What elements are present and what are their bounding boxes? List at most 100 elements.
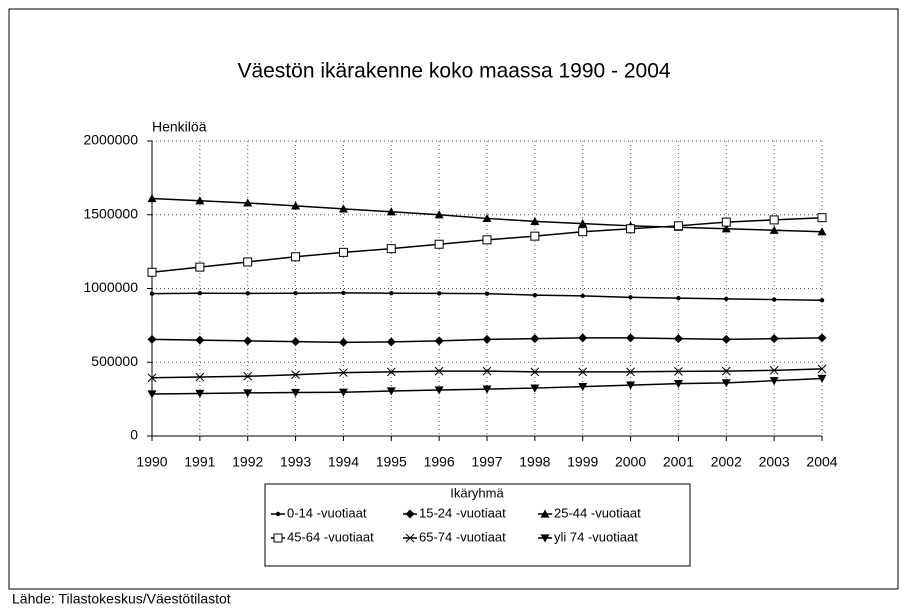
marker <box>195 389 205 399</box>
x-tick-label: 2003 <box>759 454 790 470</box>
y-tick-label: 1000000 <box>83 279 138 295</box>
marker <box>676 295 681 301</box>
marker <box>628 295 633 300</box>
marker <box>819 298 825 303</box>
marker <box>721 224 731 233</box>
legend-label: 65-74 -vuotiaat <box>419 529 506 544</box>
marker <box>673 334 683 344</box>
marker <box>482 334 492 344</box>
x-tick-label: 1994 <box>328 454 359 470</box>
marker <box>405 509 415 519</box>
marker <box>721 379 731 388</box>
legend-label: 0-14 -vuotiaat <box>287 505 367 520</box>
marker <box>482 385 492 394</box>
marker <box>147 267 157 277</box>
marker <box>578 382 588 392</box>
marker <box>147 334 157 344</box>
marker <box>243 257 253 267</box>
marker <box>434 366 444 376</box>
x-tick-label: 2000 <box>615 454 646 470</box>
marker <box>626 333 636 343</box>
marker <box>147 390 157 399</box>
marker <box>580 293 585 299</box>
marker <box>149 291 155 296</box>
marker <box>578 227 588 237</box>
marker <box>291 252 301 262</box>
marker <box>434 210 444 219</box>
marker <box>338 388 348 397</box>
marker <box>530 334 540 344</box>
marker <box>243 336 253 346</box>
marker <box>197 291 203 296</box>
legend-title: Ikäryhmä <box>450 485 504 500</box>
x-tick-label: 1996 <box>424 454 455 470</box>
x-tick-label: 2001 <box>663 454 694 470</box>
marker <box>626 224 636 234</box>
chart-title: Väestön ikärakenne koko maassa 1990 - 20… <box>237 60 670 83</box>
marker <box>243 371 253 381</box>
legend-box <box>264 483 691 567</box>
marker <box>245 291 250 296</box>
marker <box>195 335 205 345</box>
marker <box>195 372 205 382</box>
marker <box>578 219 588 228</box>
marker <box>817 213 827 223</box>
legend-label: 15-24 -vuotiaat <box>419 505 506 520</box>
source: Lähde: Tilastokeskus/Väestötilastot <box>12 591 231 607</box>
marker <box>386 244 396 254</box>
marker <box>386 207 396 216</box>
legend-label: 25-44 -vuotiaat <box>554 505 641 520</box>
marker <box>530 367 540 377</box>
x-tick-label: 2004 <box>806 454 837 470</box>
marker <box>386 387 396 396</box>
marker <box>434 336 444 346</box>
chart-border <box>8 8 899 590</box>
marker <box>293 291 298 296</box>
marker <box>338 247 348 257</box>
marker <box>436 291 442 296</box>
marker <box>291 370 300 380</box>
y-tick-label: 2000000 <box>83 132 138 148</box>
marker <box>434 239 444 249</box>
marker <box>674 367 683 376</box>
marker <box>817 227 827 236</box>
x-tick-label: 2002 <box>711 454 742 470</box>
marker <box>769 366 779 375</box>
marker <box>721 366 731 376</box>
marker <box>532 292 538 298</box>
marker <box>578 333 588 343</box>
marker <box>724 296 729 302</box>
x-tick-label: 1998 <box>519 454 550 470</box>
marker <box>341 290 346 296</box>
marker <box>338 337 348 347</box>
marker <box>484 291 490 296</box>
marker <box>386 367 396 377</box>
marker <box>291 337 301 347</box>
marker <box>339 368 348 377</box>
x-tick-label: 1990 <box>136 454 167 470</box>
marker <box>243 198 253 207</box>
marker <box>195 262 205 272</box>
marker <box>771 297 777 302</box>
y-axis-label: Henkilöä <box>152 119 207 135</box>
marker <box>243 389 253 398</box>
marker <box>817 364 827 374</box>
marker <box>721 217 731 227</box>
marker <box>769 334 779 344</box>
marker <box>338 204 348 213</box>
marker <box>530 384 540 393</box>
marker <box>540 534 550 543</box>
marker <box>482 213 492 223</box>
marker <box>291 201 301 210</box>
y-tick-label: 0 <box>130 427 138 443</box>
x-tick-label: 1995 <box>376 454 407 470</box>
marker <box>673 380 683 389</box>
y-tick-label: 500000 <box>91 353 138 369</box>
marker <box>530 216 540 225</box>
marker <box>530 231 540 241</box>
marker <box>405 533 415 543</box>
marker <box>817 333 827 343</box>
marker <box>389 291 394 296</box>
marker <box>434 386 444 395</box>
marker <box>482 366 492 376</box>
